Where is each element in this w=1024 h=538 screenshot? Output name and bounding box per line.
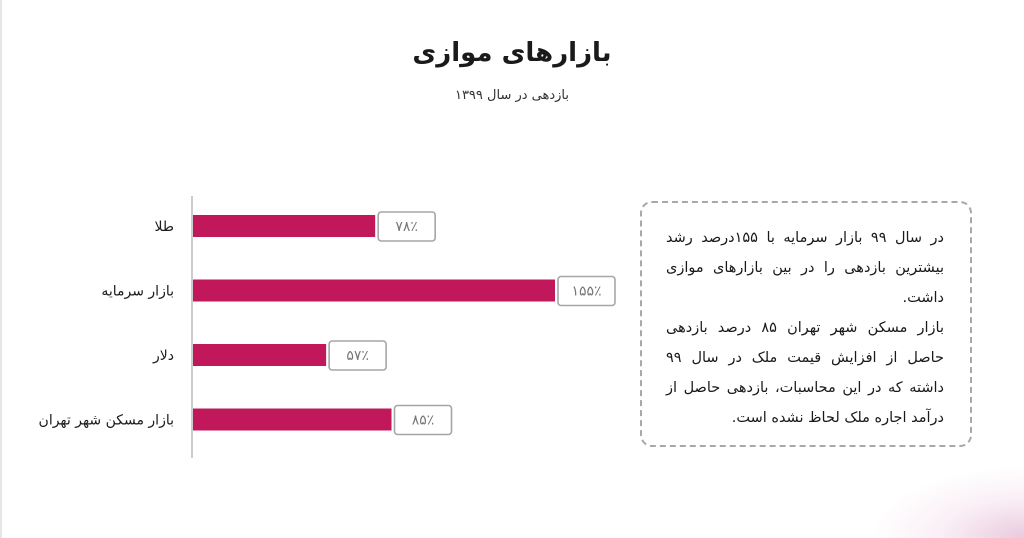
bar-chart: طلا ۷۸٪ بازار سرمایه ۱۵۵٪ دلار ۵۷٪ بازار مسکن … [39, 196, 616, 458]
value-label: ۱۵۵٪ [571, 284, 601, 300]
page-left-border [0, 0, 2, 538]
bar [193, 344, 327, 366]
value-label-box [377, 211, 436, 242]
value-label: ۵۷٪ [346, 348, 369, 364]
category-label: بازار مسکن شهر تهران [39, 413, 174, 429]
category-label: طلا [155, 219, 175, 235]
category-label: بازار سرمایه [101, 284, 174, 300]
bar [193, 215, 376, 237]
info-paragraph-housing-market: بازار مسکن شهر تهران ۸۵ درصد بازدهی حاصل… [666, 320, 944, 426]
info-box: در سال ۹۹ بازار سرمایه با ۱۵۵درصد رشد بی… [640, 201, 972, 447]
value-label-box [557, 275, 616, 307]
chart-title: بازارهای موازی [412, 38, 612, 68]
value-label: ۷۸٪ [395, 219, 418, 235]
info-paragraph-capital-market: در سال ۹۹ بازار سرمایه با ۱۵۵درصد رشد بی… [666, 230, 944, 306]
corner-decoration [874, 468, 1024, 538]
category-label: دلار [152, 348, 174, 364]
bar [193, 408, 392, 431]
bar [193, 279, 555, 302]
value-label: ۸۵٪ [412, 413, 435, 429]
value-label-box [393, 404, 453, 436]
chart-subtitle: بازدهی در سال ۱۳۹۹ [454, 88, 570, 103]
value-label-box [328, 340, 387, 371]
